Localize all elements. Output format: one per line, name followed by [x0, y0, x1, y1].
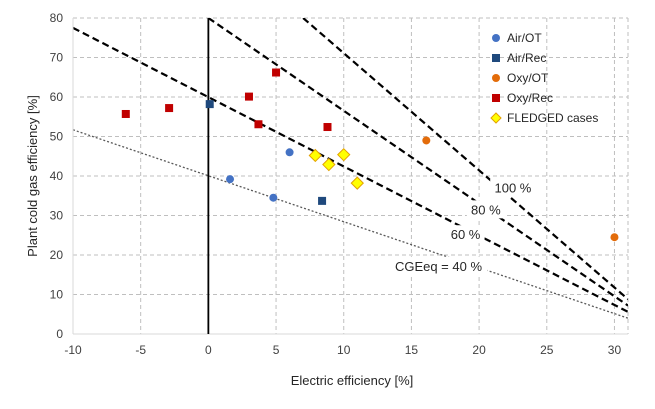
reference-line-labels: CGEeq = 40 % 60 % 80 % 100 %: [389, 178, 536, 275]
axes: -10 -5 0 5 10 15 20 25 30 0 10 20 30 40 50 60 70 80: [50, 11, 628, 357]
x-axis-title: Electric efficiency [%]: [291, 373, 414, 388]
legend-label: Oxy/OT: [507, 71, 549, 85]
legend-label: Oxy/Rec: [507, 91, 553, 105]
y-tick-label: 0: [56, 327, 63, 341]
data-point: [610, 233, 619, 242]
grid-layer: [72, 17, 629, 334]
x-tick-label: 20: [472, 343, 486, 357]
legend-label: Air/Rec: [507, 51, 546, 65]
x-tick-label: 25: [540, 343, 554, 357]
legend-marker: [492, 34, 500, 42]
legend-marker: [492, 54, 500, 62]
data-point: [337, 147, 351, 162]
reference-label-bg: [490, 178, 536, 197]
legend-marker: [490, 112, 502, 124]
y-tick-label: 70: [50, 51, 64, 65]
data-point: [244, 92, 253, 101]
x-tick-label: 5: [273, 343, 280, 357]
reference-lines: [73, 18, 628, 319]
data-point: [308, 148, 323, 163]
reference-label-bg: [389, 256, 488, 275]
data-point: [285, 148, 294, 157]
reference-line: [302, 18, 628, 301]
x-tick-label: 30: [608, 343, 622, 357]
legend-label: Air/OT: [507, 31, 542, 45]
legend: Air/OT Air/Rec Oxy/OT Oxy/Rec FLEDGED cases: [490, 31, 598, 125]
y-tick-label: 40: [50, 169, 64, 183]
data-point: [322, 157, 336, 172]
data-point: [165, 104, 174, 113]
data-points: [121, 68, 619, 242]
reference-line: [73, 129, 628, 319]
x-tick-label: 15: [405, 343, 419, 357]
y-tick-label: 30: [50, 209, 64, 223]
data-point: [254, 120, 263, 129]
reference-line-label: 80 %: [471, 202, 501, 217]
legend-marker: [492, 74, 500, 82]
data-point: [323, 123, 332, 132]
reference-line-label: 60 %: [451, 227, 481, 242]
data-point: [226, 175, 235, 184]
reference-line: [73, 26, 628, 313]
reference-line-label: 100 %: [495, 181, 532, 196]
data-point: [350, 176, 364, 190]
legend-marker: [492, 94, 500, 102]
data-point: [269, 193, 278, 202]
data-point: [205, 100, 214, 109]
x-tick-label: 0: [205, 343, 212, 357]
data-point: [272, 68, 281, 77]
y-tick-label: 80: [50, 11, 64, 25]
y-tick-label: 10: [50, 288, 64, 302]
y-tick-label: 60: [50, 90, 64, 104]
x-tick-label: -10: [64, 343, 82, 357]
y-tick-label: 20: [50, 248, 64, 262]
y-axis-title: Plant cold gas efficiency [%]: [25, 95, 40, 257]
x-tick-label: 10: [337, 343, 351, 357]
y-tick-label: 50: [50, 130, 64, 144]
reference-line-label: CGEeq = 40 %: [395, 259, 483, 274]
data-point: [422, 136, 431, 145]
reference-line: [207, 18, 628, 307]
data-point: [318, 196, 327, 205]
reference-label-bg: [466, 200, 505, 219]
legend-label: FLEDGED cases: [507, 111, 598, 125]
reference-label-bg: [446, 225, 485, 244]
data-point: [121, 109, 130, 118]
x-tick-label: -5: [135, 343, 146, 357]
